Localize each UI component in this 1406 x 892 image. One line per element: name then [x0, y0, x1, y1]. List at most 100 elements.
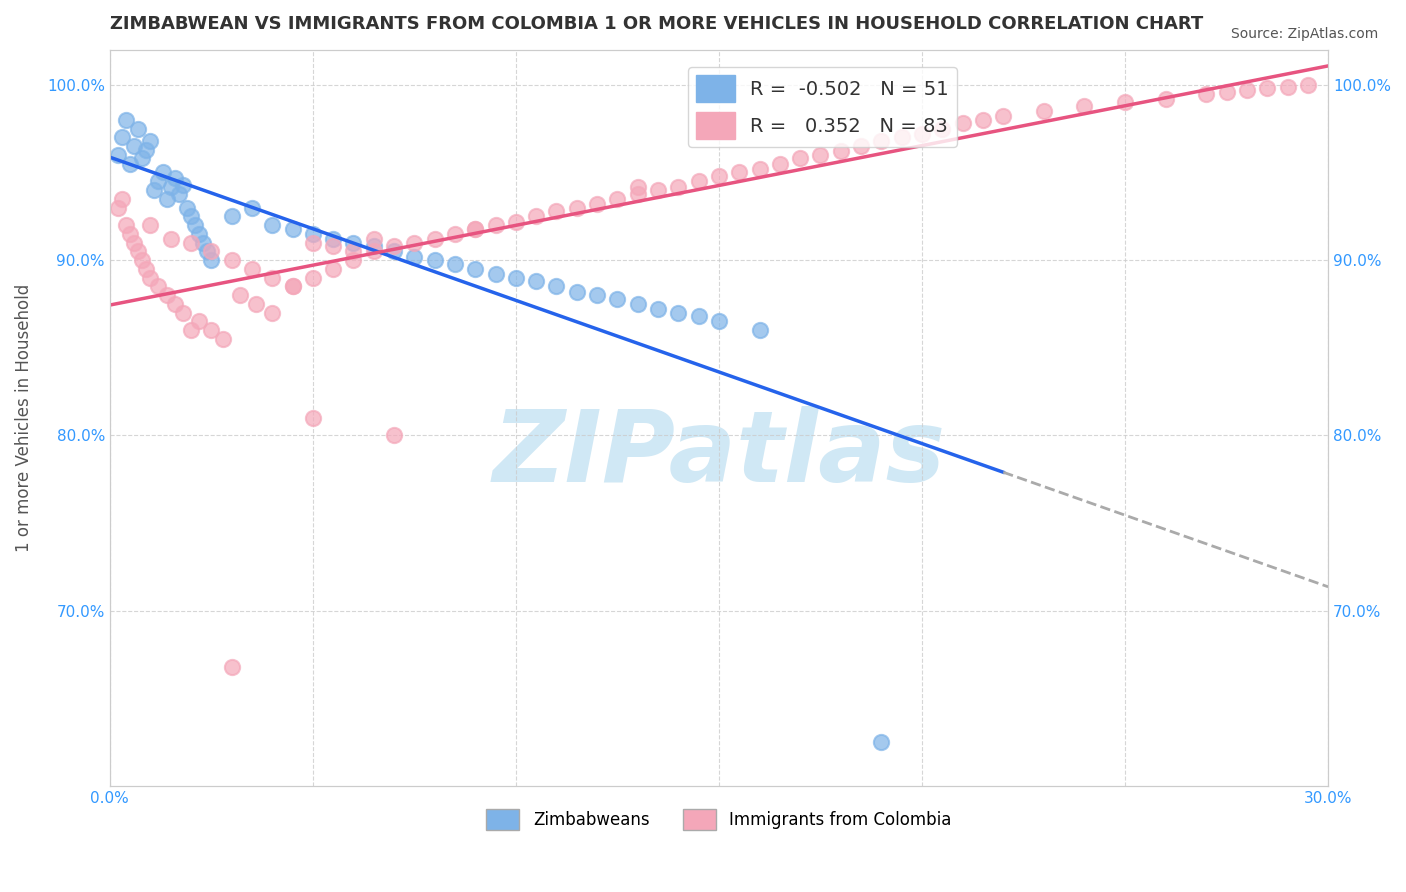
Point — [1215, 85, 1237, 99]
Point — [423, 253, 446, 268]
Point — [870, 735, 893, 749]
Point — [707, 314, 730, 328]
Point — [484, 218, 506, 232]
Point — [647, 183, 669, 197]
Point — [1073, 99, 1095, 113]
Point — [163, 297, 186, 311]
Point — [322, 239, 344, 253]
Point — [606, 292, 628, 306]
Point — [135, 143, 157, 157]
Point — [789, 152, 811, 166]
Point — [993, 110, 1015, 124]
Point — [627, 297, 650, 311]
Point — [262, 306, 284, 320]
Point — [647, 302, 669, 317]
Point — [1256, 81, 1278, 95]
Point — [240, 261, 263, 276]
Point — [404, 235, 426, 250]
Point — [586, 197, 609, 211]
Point — [952, 116, 974, 130]
Point — [1154, 92, 1177, 106]
Point — [139, 270, 162, 285]
Point — [363, 232, 385, 246]
Point — [148, 279, 170, 293]
Point — [200, 244, 222, 259]
Point — [301, 410, 323, 425]
Point — [707, 169, 730, 183]
Point — [139, 218, 162, 232]
Point — [115, 218, 138, 232]
Point — [728, 165, 751, 179]
Point — [155, 192, 177, 206]
Point — [131, 253, 153, 268]
Point — [404, 250, 426, 264]
Point — [301, 270, 323, 285]
Point — [143, 183, 166, 197]
Point — [1236, 83, 1258, 97]
Point — [444, 227, 467, 241]
Point — [748, 161, 770, 176]
Point — [342, 253, 364, 268]
Point — [870, 134, 893, 148]
Point — [627, 186, 650, 201]
Point — [111, 130, 134, 145]
Point — [221, 659, 243, 673]
Y-axis label: 1 or more Vehicles in Household: 1 or more Vehicles in Household — [15, 284, 32, 552]
Point — [139, 134, 162, 148]
Point — [627, 179, 650, 194]
Point — [423, 232, 446, 246]
Point — [1114, 95, 1136, 110]
Point — [188, 227, 211, 241]
Point — [191, 235, 214, 250]
Point — [972, 112, 994, 127]
Point — [382, 244, 405, 259]
Point — [167, 186, 190, 201]
Point — [180, 235, 202, 250]
Point — [911, 127, 934, 141]
Point — [546, 279, 568, 293]
Point — [180, 209, 202, 223]
Point — [195, 244, 218, 259]
Point — [484, 267, 506, 281]
Point — [163, 170, 186, 185]
Point — [122, 235, 145, 250]
Point — [135, 261, 157, 276]
Point — [127, 121, 149, 136]
Point — [546, 204, 568, 219]
Point — [262, 270, 284, 285]
Point — [281, 279, 304, 293]
Point — [176, 201, 198, 215]
Point — [200, 323, 222, 337]
Point — [172, 306, 194, 320]
Point — [180, 323, 202, 337]
Point — [301, 227, 323, 241]
Point — [748, 323, 770, 337]
Point — [301, 235, 323, 250]
Point — [115, 112, 138, 127]
Point — [363, 244, 385, 259]
Point — [1032, 104, 1054, 119]
Point — [188, 314, 211, 328]
Legend: Zimbabweans, Immigrants from Colombia: Zimbabweans, Immigrants from Colombia — [479, 803, 959, 837]
Point — [131, 152, 153, 166]
Point — [382, 239, 405, 253]
Point — [120, 227, 142, 241]
Point — [148, 174, 170, 188]
Text: ZIPatlas: ZIPatlas — [492, 406, 945, 503]
Point — [228, 288, 250, 302]
Point — [666, 306, 689, 320]
Point — [172, 178, 194, 192]
Point — [155, 288, 177, 302]
Point — [1296, 78, 1319, 92]
Point — [221, 253, 243, 268]
Point — [212, 332, 235, 346]
Point — [262, 218, 284, 232]
Point — [322, 232, 344, 246]
Point — [200, 253, 222, 268]
Point — [586, 288, 609, 302]
Point — [342, 235, 364, 250]
Point — [505, 214, 527, 228]
Point — [688, 309, 710, 323]
Point — [464, 221, 486, 235]
Point — [245, 297, 267, 311]
